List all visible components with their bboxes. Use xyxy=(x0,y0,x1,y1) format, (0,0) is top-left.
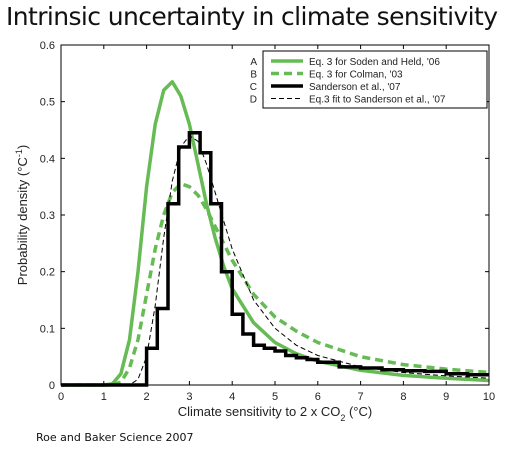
legend: A Eq. 3 for Soden and Held, '06 B Eq. 3 for… xyxy=(250,50,488,109)
x-tick-label: 8 xyxy=(400,391,406,403)
y-tick-label: 0.1 xyxy=(40,323,55,335)
y-tick-label: 0.6 xyxy=(40,40,55,52)
y-tick-label: 0 xyxy=(49,380,55,392)
y-tick-label: 0.5 xyxy=(40,97,55,109)
legend-key-label: C xyxy=(250,82,257,93)
legend-entry-label: Sanderson et al., '07 xyxy=(309,82,401,93)
y-tick-label: 0.4 xyxy=(40,153,55,165)
series-line-c xyxy=(61,131,489,387)
x-tick-label: 4 xyxy=(229,391,235,403)
legend-entry-label: Eq.3 fit to Sanderson et al., '07 xyxy=(309,95,446,106)
page-title: Intrinsic uncertainty in climate sensiti… xyxy=(6,2,498,31)
legend-key-label: B xyxy=(250,70,257,81)
y-tick-label: 0.3 xyxy=(40,210,55,222)
legend-key-label: D xyxy=(250,95,257,106)
y-tick-label: 0.2 xyxy=(40,267,55,279)
legend-entry-label: Eq. 3 for Colman, '03 xyxy=(309,70,403,81)
legend-key-label: A xyxy=(250,57,257,68)
x-tick-label: 10 xyxy=(483,391,495,403)
x-tick-label: 6 xyxy=(315,391,321,403)
series-line-b xyxy=(61,182,490,387)
x-tick-label: 2 xyxy=(144,391,150,403)
x-tick-label: 0 xyxy=(58,391,64,403)
legend-entry-label: Eq. 3 for Soden and Held, '06 xyxy=(309,57,440,68)
x-axis-label: Climate sensitivity to 2 x CO2 (°C) xyxy=(178,404,372,423)
x-tick-label: 5 xyxy=(272,391,278,403)
y-axis-label: Probability density (°C-1) xyxy=(14,145,30,285)
x-tick-label: 1 xyxy=(101,391,107,403)
x-tick-label: 9 xyxy=(443,391,449,403)
series-line-a xyxy=(61,80,490,387)
source-note: Roe and Baker Science 2007 xyxy=(36,431,194,444)
x-tick-label: 7 xyxy=(358,391,364,403)
x-tick-label: 3 xyxy=(186,391,192,403)
